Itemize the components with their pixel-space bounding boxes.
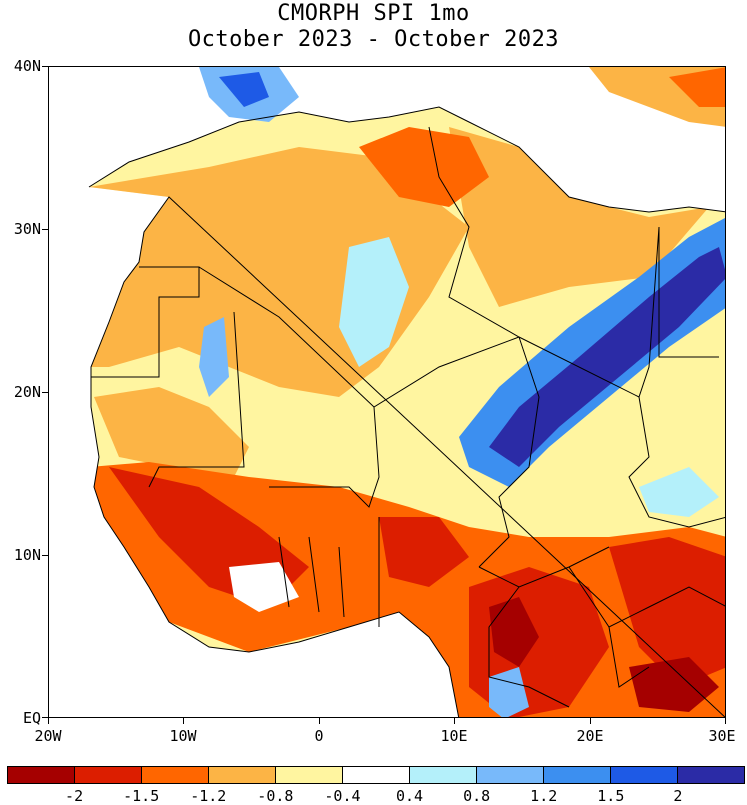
colorbar-label: -0.8 [257,787,294,805]
field-normal-ivory [229,562,299,612]
colorbar-swatch [410,767,477,783]
lat-label-20n: 20N [13,383,41,401]
colorbar-swatch [8,767,75,783]
field-moderate-dry-west [94,387,249,487]
colorbar-swatch [276,767,343,783]
lon-label-20e: 20E [576,727,604,745]
lon-label-0: 0 [314,727,324,745]
colorbar-label: 0.8 [463,787,491,805]
field-extreme-dry-cameroon [489,597,539,667]
colorbar-label: 1.2 [530,787,558,805]
map-subtitle: October 2023 - October 2023 [187,27,560,52]
lon-label-30e: 30E [708,727,736,745]
field-wet-sudan [639,467,719,517]
lat-tick [42,392,48,393]
lat-tick [42,555,48,556]
lon-label-20w: 20W [34,727,62,745]
colorbar-swatch [142,767,209,783]
field-very-wet-iberia [219,72,269,107]
colorbar-label: -2 [65,787,84,805]
lon-tick [183,718,184,724]
map-title: CMORPH SPI 1mo [277,1,470,26]
lon-tick [590,718,591,724]
country-borders [91,126,725,708]
colorbar-swatch [477,767,544,783]
lon-tick [319,718,320,724]
colorbar-swatch [343,767,410,783]
lat-tick [42,66,48,67]
field-severe-dry-east [609,537,725,687]
colorbar-label: 2 [673,787,683,805]
colorbar-swatch [75,767,142,783]
field-wet-sahara [339,237,409,367]
colorbar-label: -0.4 [324,787,361,805]
spi-map [49,67,725,717]
colorbar-swatch [678,767,744,783]
colorbar [7,766,745,784]
colorbar-label: -1.5 [123,787,160,805]
colorbar-label: 0.4 [395,787,424,805]
lat-label-40n: 40N [13,57,41,75]
field-extreme-dry-drc [629,657,719,712]
lat-tick [42,229,48,230]
lon-label-10w: 10W [169,727,197,745]
lon-tick [725,718,726,724]
colorbar-swatch [611,767,678,783]
coastline [88,106,725,717]
lat-label-eq: EQ [22,709,41,727]
field-wet-mauritania [199,317,229,397]
colorbar-label: -1.2 [190,787,227,805]
colorbar-swatch [544,767,611,783]
lat-tick [42,717,48,718]
lat-label-10n: 10N [13,546,41,564]
field-strong-dry-tunisia [359,127,489,207]
lat-label-30n: 30N [13,220,41,238]
lon-label-10e: 10E [440,727,468,745]
colorbar-label: 1.5 [597,787,625,805]
lon-tick [48,718,49,724]
field-moderate-dry-north [449,127,709,307]
colorbar-swatch [209,767,276,783]
lon-tick [454,718,455,724]
field-wet-band-core [489,247,725,467]
map-area [48,66,726,718]
field-severe-dry-nigeria [379,517,469,587]
field-strong-dry-aegean [669,67,725,107]
